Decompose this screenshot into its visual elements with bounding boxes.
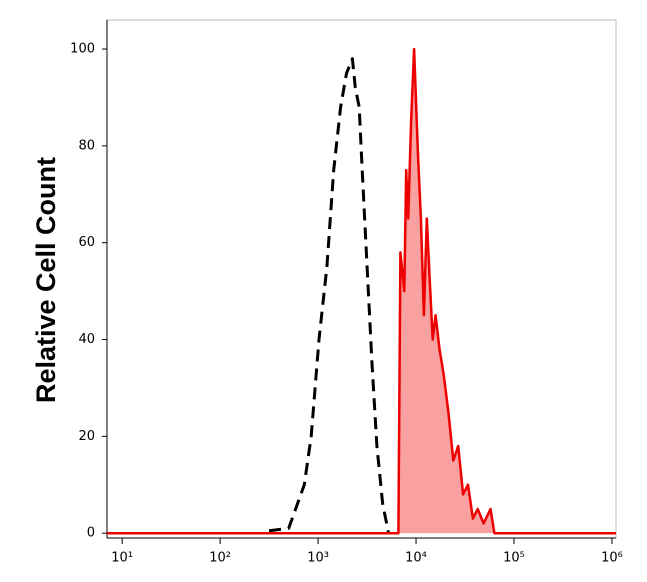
- y-tick-label: 0: [87, 526, 95, 541]
- x-tick-label: 10⁴: [405, 551, 427, 566]
- y-tick-label: 60: [78, 235, 95, 250]
- x-tick-label: 10³: [307, 551, 329, 566]
- x-tick-label: 10²: [209, 551, 231, 566]
- plot-frame: [106, 19, 617, 539]
- y-tick-label: 20: [78, 429, 95, 444]
- y-axis-label: Relative Cell Count: [31, 157, 61, 403]
- x-tick-label: 10¹: [111, 551, 133, 566]
- y-tick-label: 80: [78, 138, 95, 153]
- x-tick-label: 10⁶: [601, 551, 623, 566]
- line: [107, 47, 616, 535]
- line: [268, 57, 391, 534]
- y-tick-label: 40: [78, 332, 95, 347]
- y-tick-label: 100: [70, 42, 95, 57]
- area: [107, 49, 616, 534]
- x-tick-label: 10⁵: [503, 551, 525, 566]
